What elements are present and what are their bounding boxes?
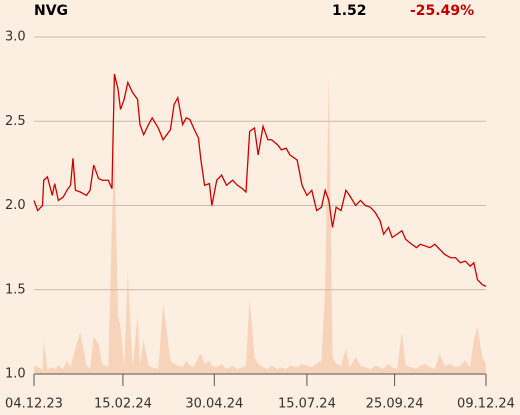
volume-area (34, 74, 486, 374)
x-tick-label: 04.12.23 (5, 397, 63, 412)
y-tick-label: 1.5 (5, 282, 26, 297)
x-tick-label: 15.02.24 (94, 397, 152, 412)
y-tick-label: 1.0 (5, 367, 26, 382)
price: 1.52 (332, 3, 367, 19)
symbol: NVG (34, 3, 68, 19)
y-tick-label: 3.0 (5, 30, 26, 45)
y-tick-label: 2.0 (5, 198, 26, 213)
price-line (33, 73, 487, 287)
x-tick-label: 15.07.24 (278, 397, 336, 412)
x-tick-label: 25.09.24 (366, 397, 424, 412)
y-tick-label: 2.5 (5, 114, 26, 129)
x-tick-label: 30.04.24 (185, 397, 243, 412)
change: -25.49% (410, 3, 474, 19)
x-tick-label: 09.12.24 (457, 397, 515, 412)
